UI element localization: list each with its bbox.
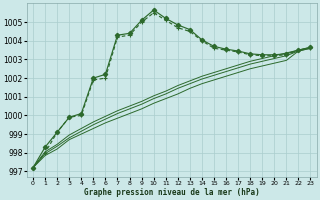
X-axis label: Graphe pression niveau de la mer (hPa): Graphe pression niveau de la mer (hPa) xyxy=(84,188,260,197)
